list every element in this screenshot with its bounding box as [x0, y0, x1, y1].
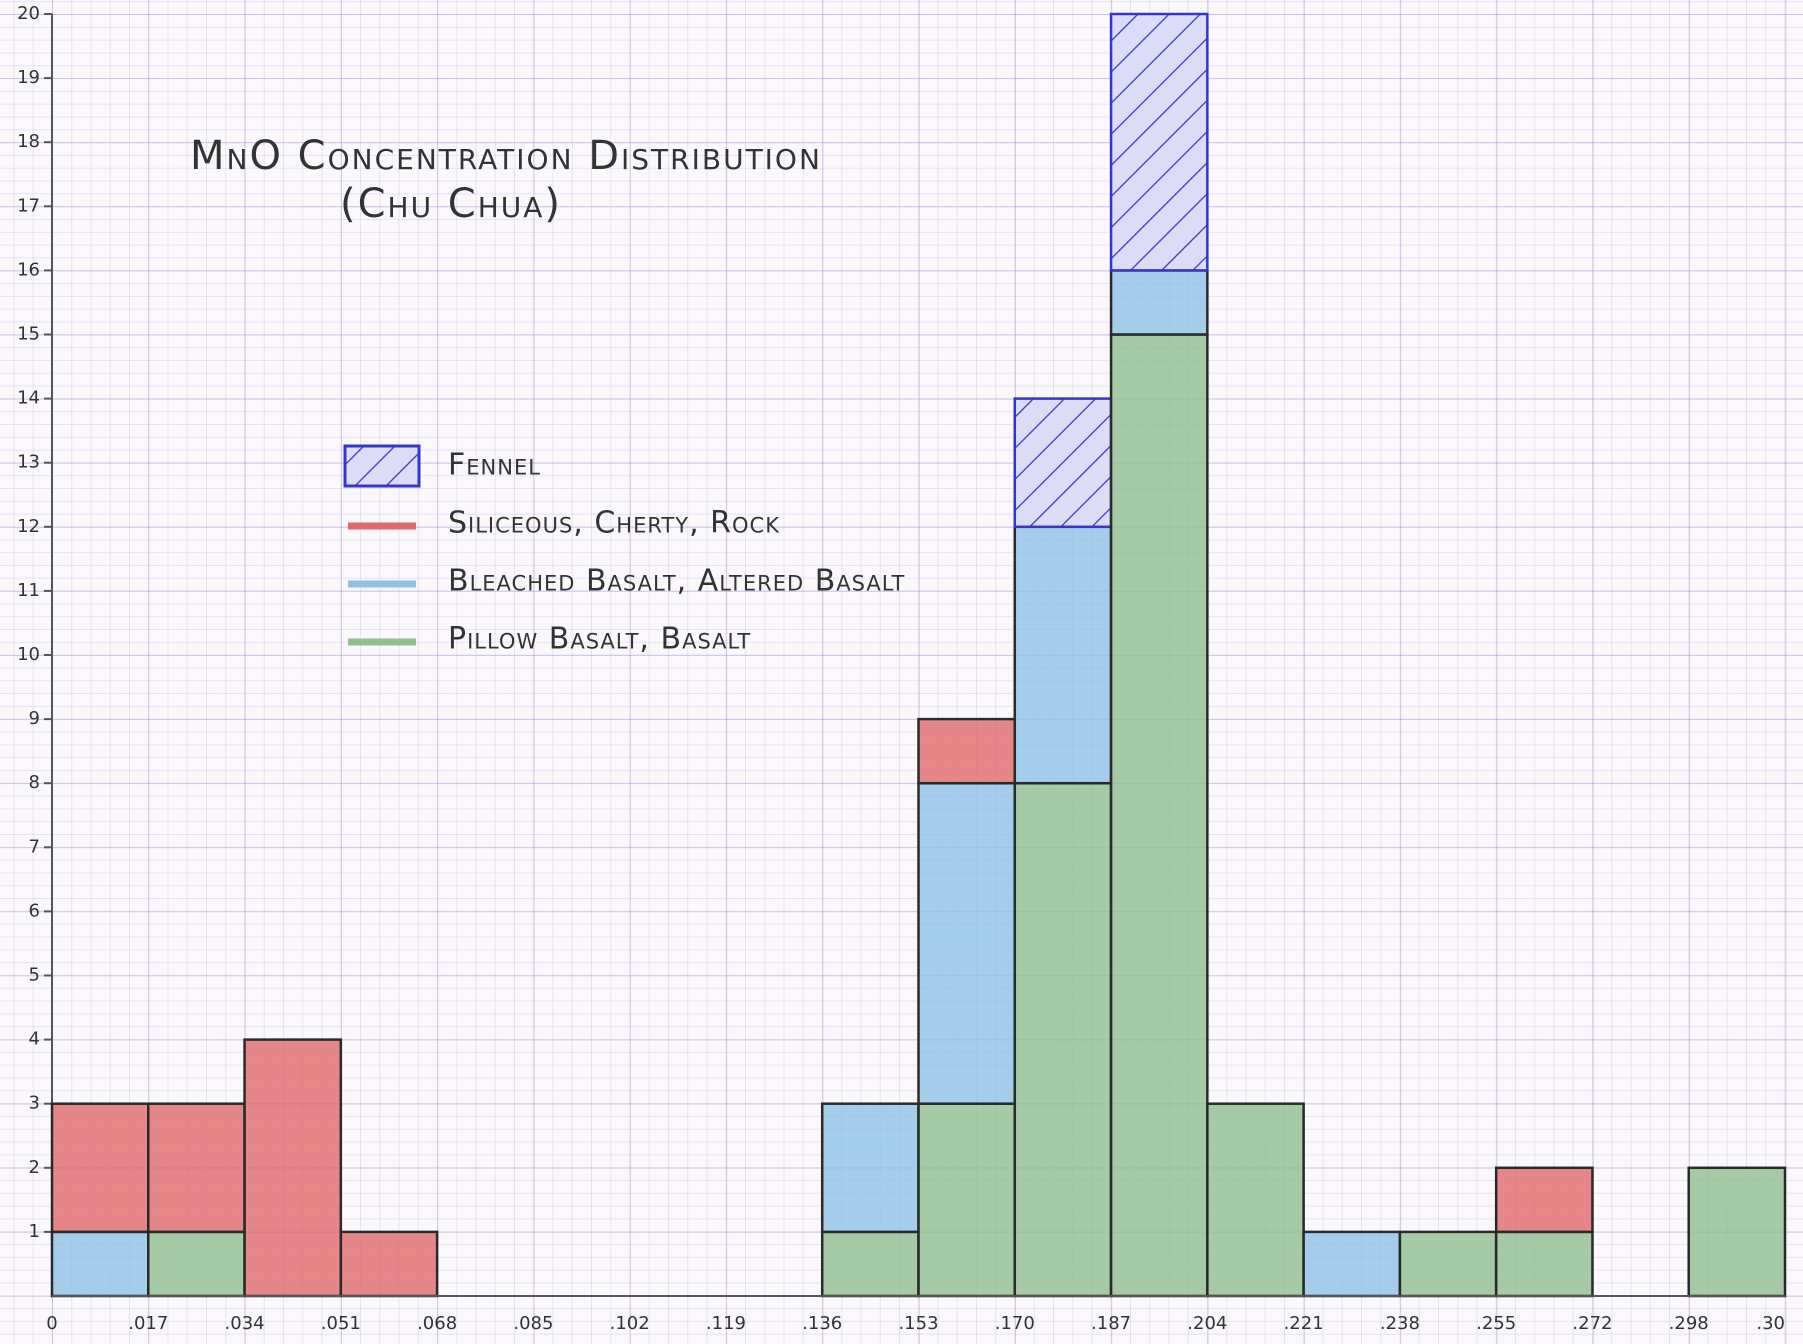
x-tick-label: .136 — [802, 1313, 842, 1334]
y-tick-label: 15 — [17, 324, 40, 345]
bar-segment — [147, 1102, 246, 1234]
bar-segment — [1687, 1166, 1787, 1298]
y-tick-label: 10 — [17, 644, 40, 665]
chart-subtitle: (Chu Chua) — [340, 181, 562, 227]
x-tick-label: .30 — [1756, 1313, 1785, 1334]
bar-segment — [917, 781, 1017, 1105]
bar-segment — [1109, 12, 1209, 272]
chart-title: MnO Concentration Distribution — [190, 133, 822, 179]
x-tick-label: .298 — [1669, 1313, 1709, 1334]
y-tick-label: 1 — [29, 1221, 40, 1242]
x-tick-label: .187 — [1091, 1313, 1131, 1334]
bar-segment — [50, 1230, 150, 1298]
x-tick-label: .102 — [610, 1313, 650, 1334]
bar-segment — [1398, 1230, 1498, 1298]
bar-segment — [243, 1038, 343, 1298]
x-tick-label: 0 — [46, 1313, 57, 1334]
x-tick-label: .238 — [1380, 1313, 1420, 1334]
bar-segment — [917, 1102, 1017, 1298]
legend-label: Bleached Basalt, Altered Basalt — [448, 564, 905, 599]
bar-segment — [1302, 1230, 1402, 1298]
y-tick-label: 2 — [29, 1157, 40, 1178]
bar-segment — [1494, 1166, 1594, 1234]
bar-segment — [147, 1230, 246, 1298]
y-tick-label: 12 — [17, 516, 40, 537]
bar-segment — [1206, 1102, 1305, 1298]
bar-segment — [1013, 525, 1113, 785]
y-tick-label: 20 — [17, 3, 40, 24]
y-tick-label: 9 — [29, 708, 40, 729]
y-tick-label: 19 — [17, 67, 40, 88]
y-tick-label: 6 — [29, 900, 40, 921]
bar-segment — [339, 1230, 439, 1298]
y-tick-label: 13 — [17, 452, 40, 473]
y-tick-label: 3 — [29, 1093, 40, 1114]
y-tick-label: 11 — [17, 580, 40, 601]
x-tick-label: .068 — [417, 1313, 457, 1334]
x-tick-label: .017 — [128, 1313, 168, 1334]
bar-segment — [820, 1230, 920, 1298]
x-tick-label: .272 — [1572, 1313, 1612, 1334]
bar-segment — [1109, 269, 1209, 336]
bar-segment — [1013, 781, 1113, 1298]
y-tick-label: 14 — [17, 388, 40, 409]
legend-label: Pillow Basalt, Basalt — [448, 622, 751, 657]
y-tick-label: 4 — [29, 1029, 40, 1050]
x-tick-label: .119 — [706, 1313, 746, 1334]
x-tick-label: .085 — [513, 1313, 553, 1334]
bar-segment — [1494, 1230, 1594, 1298]
y-tick-label: 16 — [17, 259, 40, 280]
bar-segment — [1013, 397, 1113, 529]
y-tick-label: 7 — [29, 836, 40, 857]
legend-label: Siliceous, Cherty, Rock — [448, 506, 780, 541]
x-tick-label: .051 — [321, 1313, 361, 1334]
bar-segment — [1109, 333, 1209, 1298]
x-tick-label: .034 — [225, 1313, 265, 1334]
bar-segment — [50, 1102, 150, 1234]
bar-segment — [820, 1102, 920, 1234]
bar-segment — [917, 717, 1017, 785]
legend-swatch — [343, 444, 421, 488]
legend-label: Fennel — [448, 448, 541, 483]
x-tick-label: .153 — [898, 1313, 938, 1334]
x-tick-label: .204 — [1187, 1313, 1227, 1334]
x-tick-label: .255 — [1476, 1313, 1516, 1334]
y-tick-label: 17 — [17, 195, 40, 216]
y-tick-label: 18 — [17, 131, 40, 152]
x-tick-label: .170 — [995, 1313, 1035, 1334]
y-tick-label: 8 — [29, 772, 40, 793]
x-tick-label: .221 — [1284, 1313, 1324, 1334]
y-tick-label: 5 — [29, 965, 40, 986]
